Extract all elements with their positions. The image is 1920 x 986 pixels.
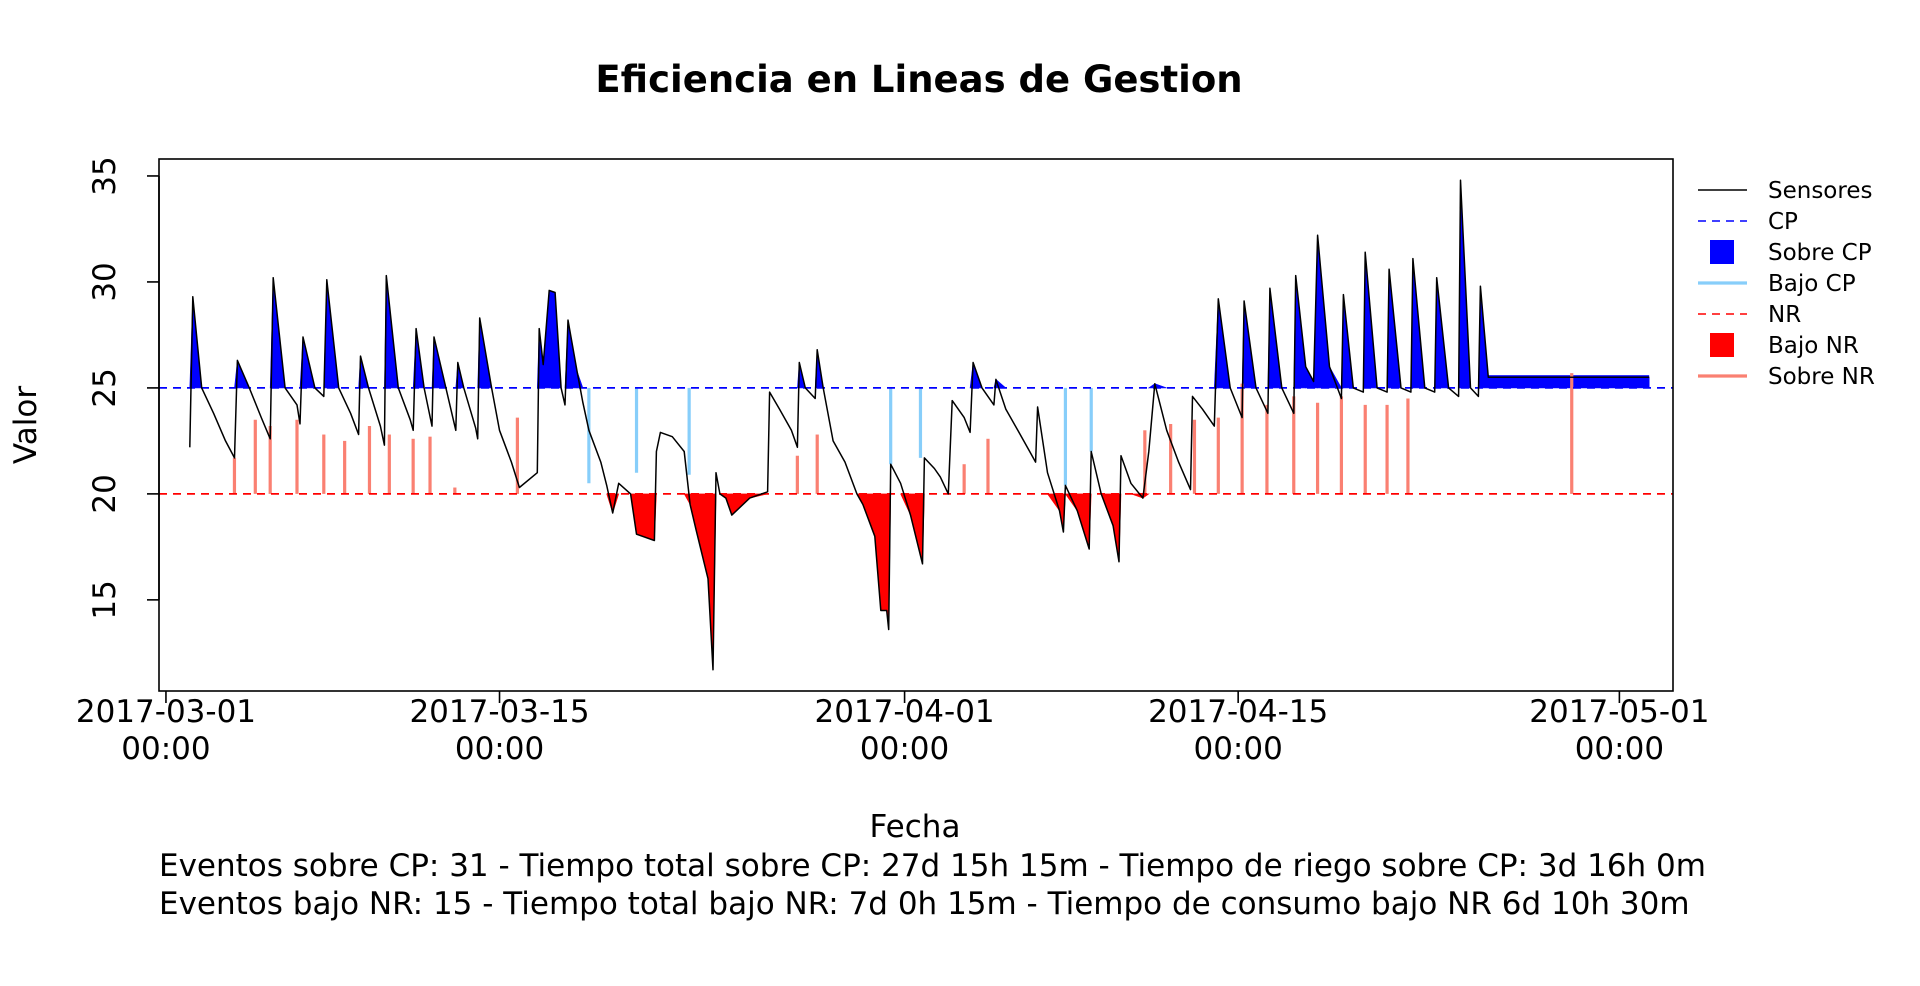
bajo-nr-fill: [1046, 493, 1060, 512]
y-tick-label: 20: [87, 474, 123, 513]
reference-lines: [159, 387, 1673, 495]
y-axis: 15 20 25 30 35: [87, 156, 160, 620]
plot-frame: [158, 158, 1674, 692]
legend: Sensores CP Sobre CP Bajo CP NR Bajo NR Sobre …: [1698, 178, 1875, 390]
x-tick-label: 2017-04-01: [814, 694, 994, 730]
legend-label: NR: [1768, 302, 1801, 328]
x-tick-label: 00:00: [1193, 731, 1282, 767]
chart-title: Eficiencia en Lineas de Gestion: [595, 58, 1242, 101]
x-tick-label: 00:00: [455, 731, 544, 767]
legend-item: Sensores: [1698, 178, 1872, 204]
y-tick-label: 30: [87, 262, 123, 301]
bajo-nr-fill: [910, 493, 923, 564]
x-axis: 2017-03-0100:002017-03-1500:002017-04-01…: [76, 691, 1709, 767]
sensor-line-layer: [189, 179, 1650, 671]
x-tick-label: 2017-05-01: [1529, 694, 1709, 730]
sensor-series-line: [189, 179, 1650, 671]
legend-label: CP: [1768, 209, 1798, 235]
bajo-nr-fill: [636, 493, 655, 541]
sobre-cp-fill: [548, 289, 556, 389]
marker-layer: [232, 373, 1574, 494]
legend-label: Bajo CP: [1768, 271, 1856, 297]
x-tick-label: 00:00: [860, 731, 949, 767]
x-tick-label: 00:00: [1575, 731, 1664, 767]
footer-cp-summary: Eventos sobre CP: 31 - Tiempo total sobr…: [159, 848, 1706, 884]
legend-item: NR: [1698, 302, 1801, 328]
footer-nr-summary: Eventos bajo NR: 15 - Tiempo total bajo …: [159, 886, 1690, 922]
x-tick-label: 2017-03-01: [76, 694, 256, 730]
legend-item: Bajo NR: [1710, 333, 1859, 359]
legend-item: Bajo CP: [1698, 271, 1856, 297]
x-axis-label: Fecha: [870, 809, 961, 845]
bajo-nr-fill: [880, 493, 888, 611]
legend-swatch: [1710, 240, 1734, 264]
legend-item: CP: [1698, 209, 1798, 235]
legend-item: Sobre CP: [1710, 240, 1872, 266]
x-tick-label: 2017-03-15: [409, 694, 589, 730]
y-tick-label: 25: [87, 368, 123, 407]
legend-label: Bajo NR: [1768, 333, 1859, 359]
bajo-nr-fill: [612, 493, 620, 514]
legend-item: Sobre NR: [1698, 364, 1875, 390]
y-tick-label: 35: [87, 156, 123, 195]
x-tick-label: 2017-04-15: [1148, 694, 1328, 730]
bajo-nr-fill: [1077, 493, 1090, 550]
legend-label: Sensores: [1768, 178, 1872, 204]
y-axis-label: Valor: [8, 386, 44, 464]
x-tick-label: 00:00: [121, 731, 210, 767]
sobre-cp-band: [1488, 375, 1650, 388]
legend-swatch: [1710, 333, 1734, 357]
y-tick-label: 15: [87, 580, 123, 619]
legend-label: Sobre NR: [1768, 364, 1875, 390]
legend-label: Sobre CP: [1768, 240, 1872, 266]
